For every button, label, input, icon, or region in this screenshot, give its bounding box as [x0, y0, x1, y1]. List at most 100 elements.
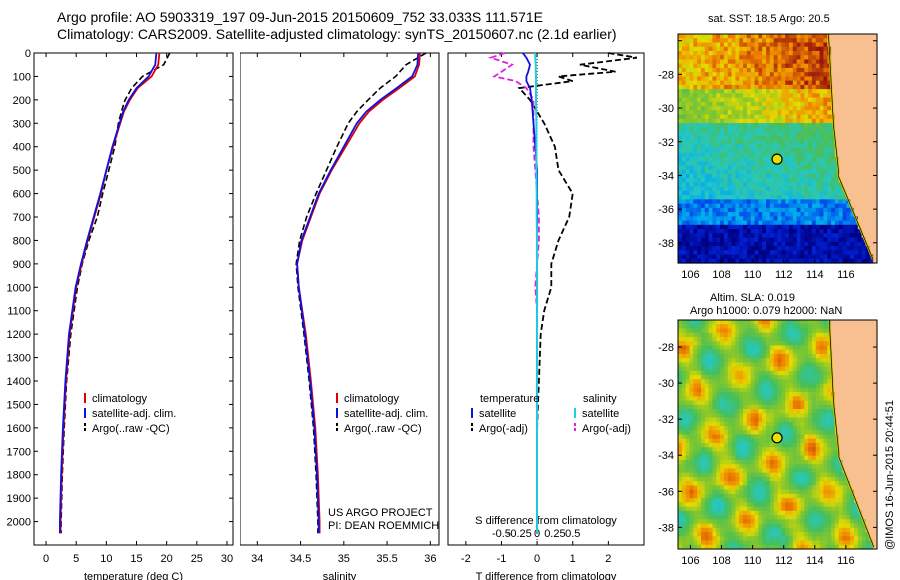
map-y-tick-label: -34 — [658, 170, 674, 182]
map-cell — [700, 42, 706, 48]
map-cell — [754, 50, 759, 56]
map-cell — [762, 63, 767, 69]
map-cell — [708, 144, 714, 150]
map-cell — [831, 131, 836, 137]
map-cell — [854, 387, 859, 393]
map-cell — [769, 152, 775, 158]
map-cell — [758, 472, 763, 478]
map-cell — [739, 118, 744, 124]
map-cell — [796, 114, 802, 120]
map-cell — [743, 203, 748, 209]
map-cell — [708, 186, 714, 192]
map-cell — [754, 417, 759, 423]
map-cell — [708, 203, 714, 209]
map-cell — [823, 396, 828, 402]
map-cell — [846, 328, 851, 334]
map-cell — [712, 328, 717, 334]
map-cell — [865, 182, 870, 188]
map-cell — [854, 472, 859, 478]
map-cell — [873, 233, 878, 239]
map-cell — [716, 476, 721, 482]
map-cell — [678, 169, 683, 175]
map-cell — [766, 246, 771, 251]
map-cell — [850, 123, 855, 128]
map-cell — [769, 50, 775, 56]
map-cell — [773, 165, 779, 171]
map-cell — [700, 362, 706, 368]
map-cell — [800, 127, 805, 133]
map-cell — [731, 229, 737, 234]
map-cell — [685, 199, 691, 205]
map-cell — [681, 229, 687, 234]
map-cell — [746, 199, 752, 205]
map-cell — [746, 336, 752, 342]
y-tick-label: 1800 — [7, 470, 31, 482]
map-cell — [773, 84, 779, 90]
map-cell — [712, 404, 717, 410]
map-cell — [827, 434, 832, 440]
map-cell — [700, 93, 706, 99]
map-cell — [678, 250, 683, 256]
map-cell — [781, 152, 786, 158]
map-cell — [857, 114, 863, 120]
map-cell — [743, 324, 748, 330]
map-cell — [873, 42, 878, 48]
map-cell — [697, 224, 702, 230]
map-cell — [712, 332, 717, 338]
map-cell — [681, 106, 687, 111]
map-cell — [716, 379, 721, 385]
map-cell — [723, 72, 729, 78]
map-cell — [785, 216, 790, 222]
map-cell — [689, 46, 694, 52]
map-cell — [720, 379, 725, 385]
map-cell — [678, 212, 683, 217]
map-cell — [815, 379, 821, 385]
map-cell — [869, 169, 874, 175]
map-cell — [854, 229, 859, 234]
map-cell — [704, 63, 710, 69]
map-cell — [712, 84, 717, 90]
map-cell — [685, 481, 691, 486]
map-cell — [754, 106, 759, 111]
map-cell — [834, 233, 840, 239]
map-cell — [758, 258, 763, 264]
map-cell — [792, 396, 798, 402]
map-cell — [823, 336, 828, 342]
map-cell — [842, 63, 847, 69]
map-cell — [769, 476, 775, 482]
map-cell — [681, 472, 687, 478]
map-cell — [750, 178, 756, 184]
map-cell — [723, 476, 729, 482]
map-cell — [777, 148, 782, 154]
map-cell — [834, 169, 840, 175]
map-cell — [693, 476, 698, 482]
map-cell — [869, 421, 874, 427]
map-cell — [834, 76, 840, 82]
map-cell — [827, 400, 832, 406]
map-cell — [735, 140, 740, 145]
map-cell — [796, 383, 802, 389]
map-cell — [720, 165, 725, 171]
map-cell — [731, 216, 737, 222]
map-cell — [831, 370, 836, 376]
map-cell — [827, 135, 832, 141]
map-cell — [815, 468, 821, 474]
map-cell — [708, 472, 714, 478]
legend-label: Argo(..raw -QC) — [344, 423, 422, 435]
legend-label: Argo(-adj) — [479, 423, 528, 435]
map-cell — [842, 362, 847, 368]
map-cell — [777, 114, 782, 120]
map-cell — [834, 237, 840, 243]
map-cell — [678, 97, 683, 103]
map-cell — [831, 186, 836, 192]
map-cell — [800, 328, 805, 334]
map-cell — [689, 84, 694, 90]
map-cell — [727, 442, 733, 448]
map-cell — [823, 144, 828, 150]
map-cell — [819, 207, 825, 213]
map-cell — [834, 101, 840, 107]
map-cell — [819, 84, 825, 90]
map-cell — [731, 42, 737, 48]
map-cell — [815, 341, 821, 347]
map-cell — [796, 178, 802, 184]
